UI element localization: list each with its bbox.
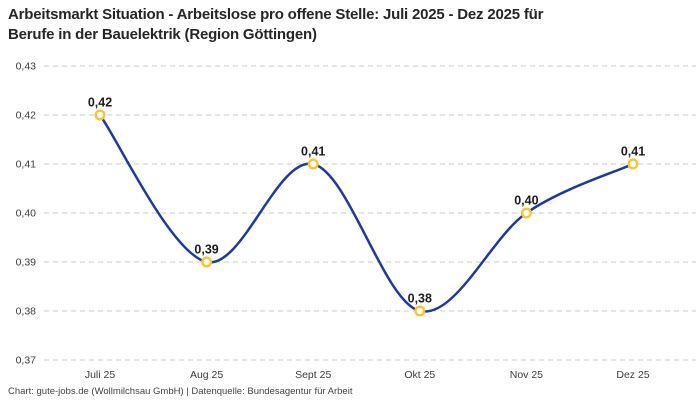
chart-footer-credit: Chart: gute-jobs.de (Wollmilchsau GmbH) …: [8, 386, 353, 397]
chart-title-line-1: Arbeitsmarkt Situation - Arbeitslose pro…: [8, 6, 544, 23]
y-tick-label: 0,43: [16, 61, 37, 73]
y-tick-label: 0,38: [16, 306, 37, 318]
data-point-label: 0,38: [408, 292, 432, 306]
chart-title: Arbeitsmarkt Situation - Arbeitslose pro…: [8, 5, 696, 45]
x-tick-label: Dez 25: [616, 369, 649, 381]
x-tick-label: Aug 25: [190, 369, 223, 381]
x-tick-label: Sept 25: [295, 369, 331, 381]
data-point-marker: [94, 109, 106, 121]
data-point-marker: [201, 256, 213, 268]
data-point-label: 0,41: [301, 145, 325, 159]
y-tick-label: 0,37: [16, 355, 37, 367]
x-tick-label: Okt 25: [404, 369, 435, 381]
x-tick-label: Nov 25: [510, 369, 543, 381]
y-tick-label: 0,40: [16, 208, 37, 220]
y-tick-label: 0,39: [16, 257, 37, 269]
data-point-marker: [627, 158, 639, 170]
data-point-label: 0,41: [621, 145, 645, 159]
chart-title-line-2: Berufe in der Bauelektrik (Region Göttin…: [8, 26, 317, 43]
x-tick-label: Juli 25: [85, 369, 116, 381]
y-tick-label: 0,41: [16, 159, 37, 171]
data-point-marker: [520, 207, 532, 219]
y-tick-label: 0,42: [16, 110, 37, 122]
data-point-label: 0,39: [194, 243, 218, 257]
data-point-label: 0,42: [88, 96, 112, 110]
data-point-label: 0,40: [514, 194, 538, 208]
data-point-marker: [414, 305, 426, 317]
data-point-marker: [307, 158, 319, 170]
